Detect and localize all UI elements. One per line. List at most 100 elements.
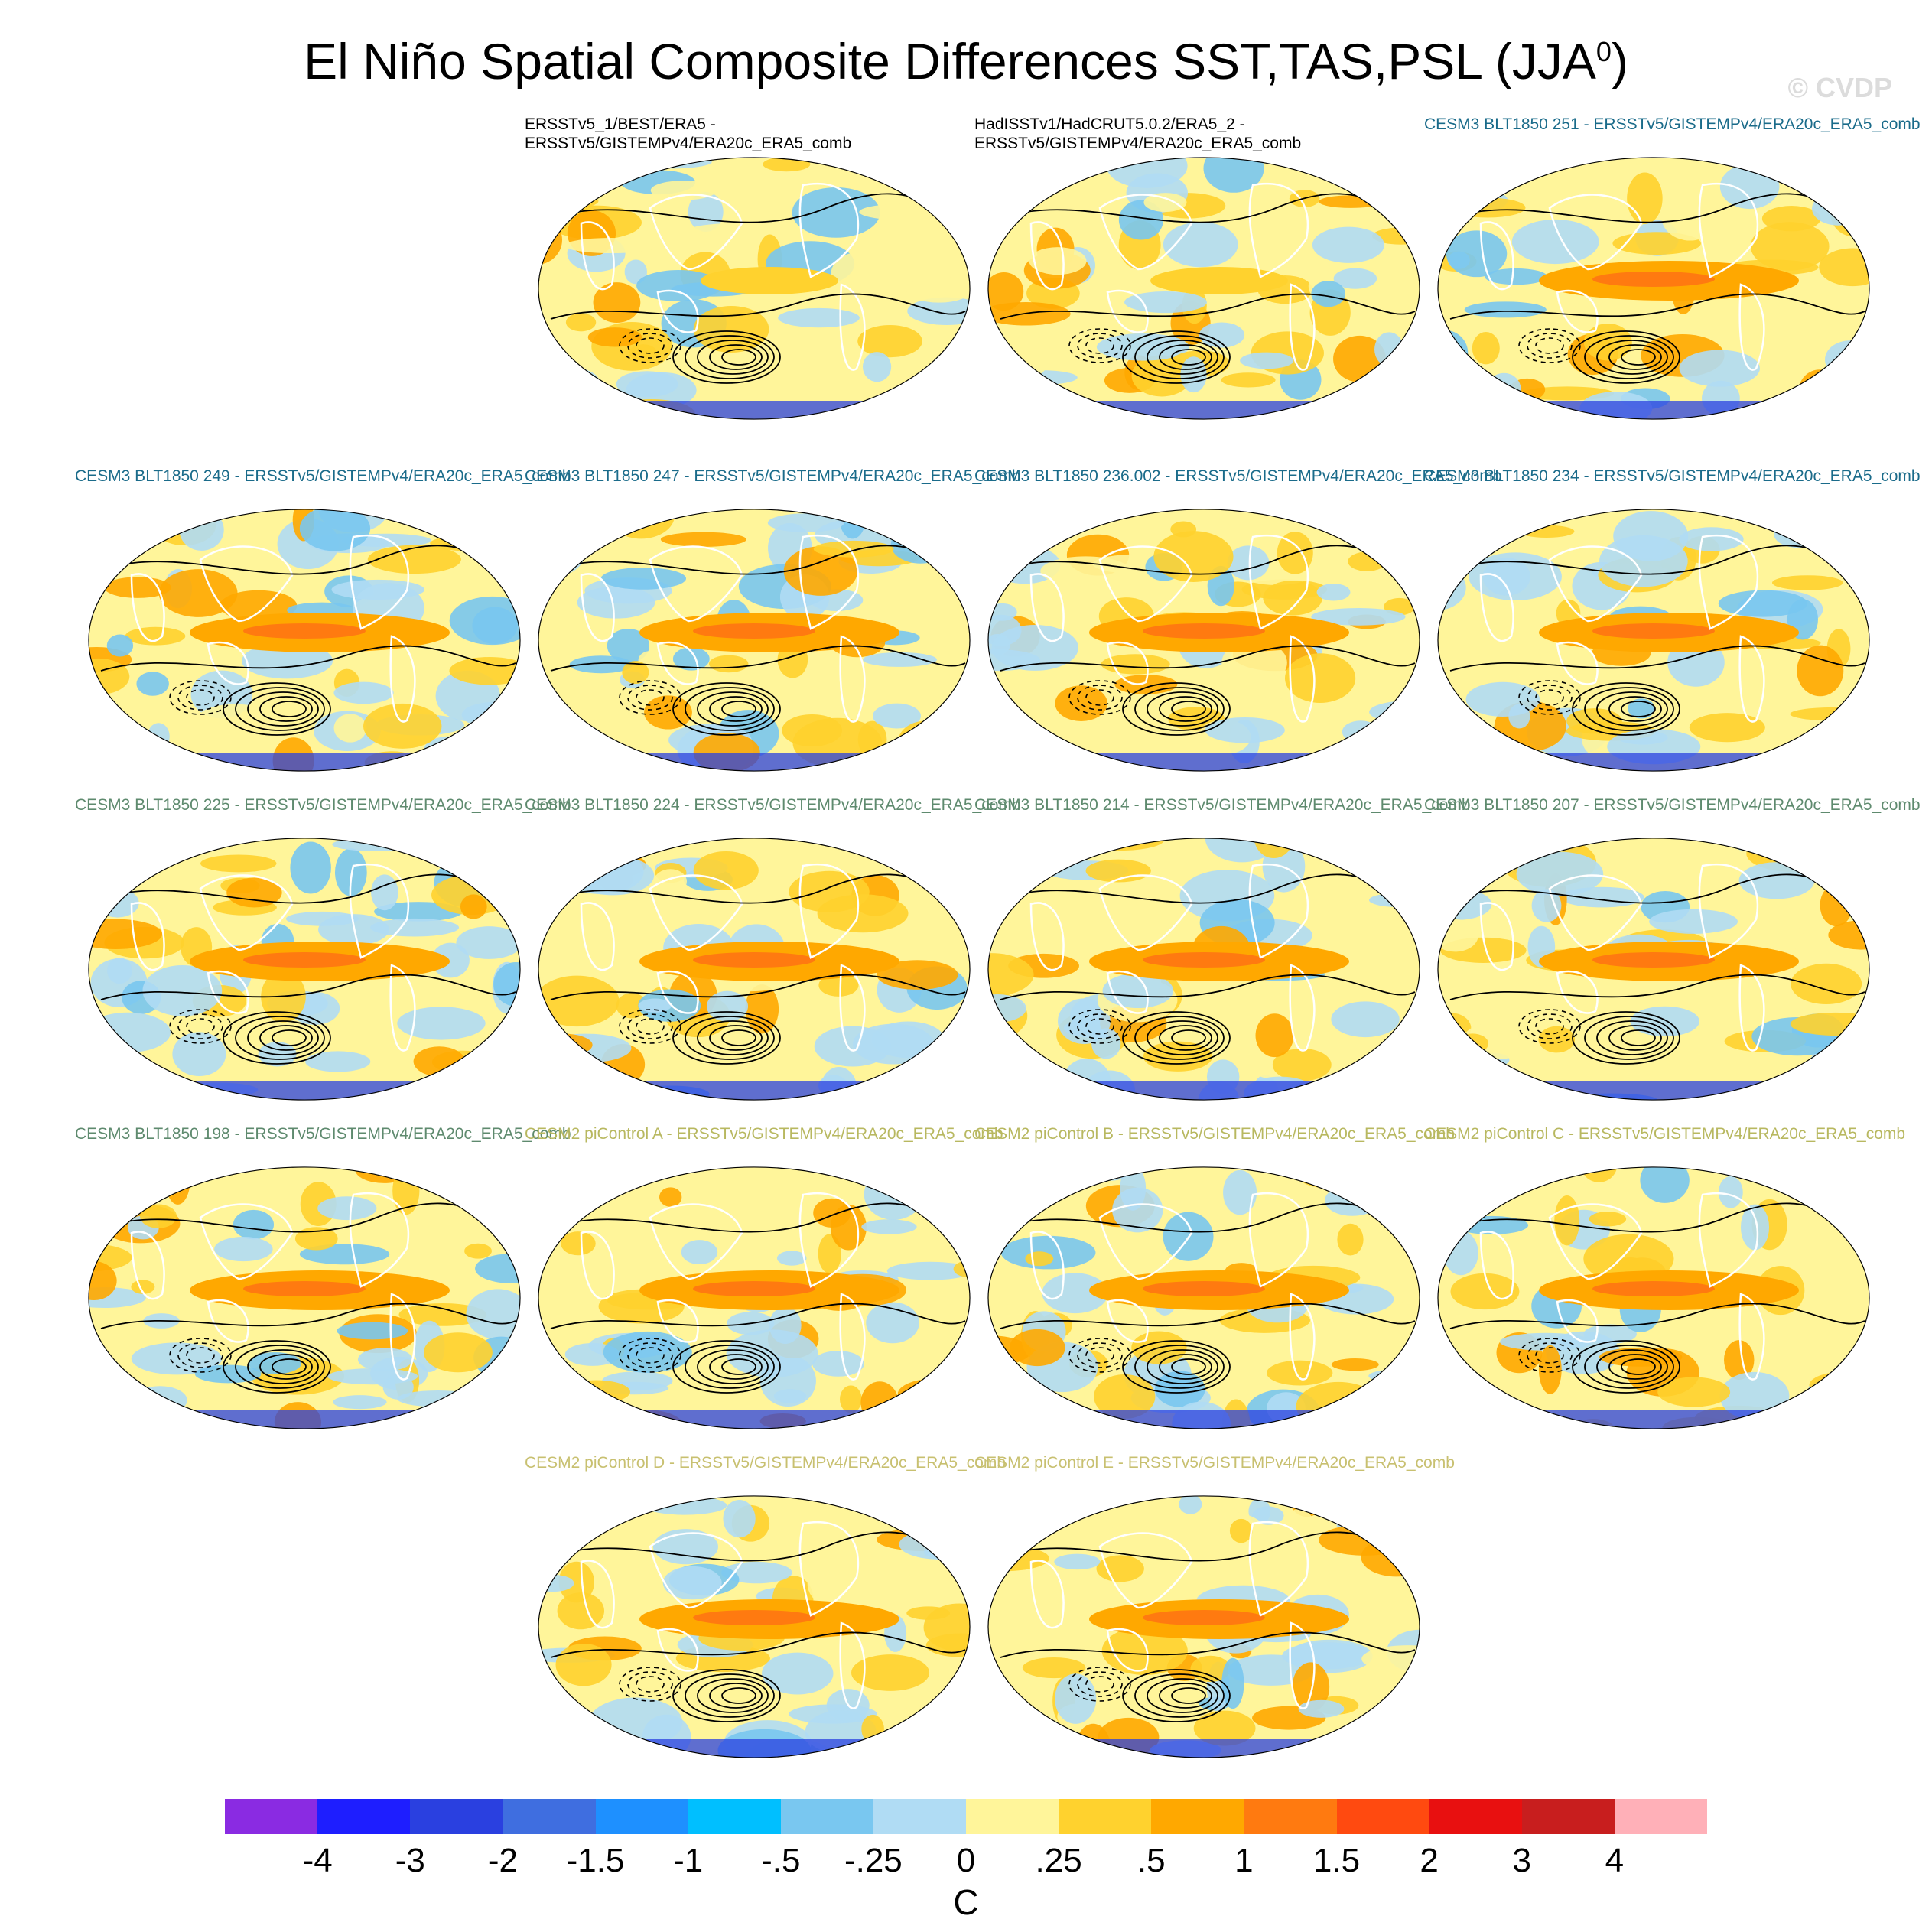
field-anomaly [1808,158,1833,174]
field-anomaly [897,720,951,766]
coastline [207,641,249,685]
field-anomaly [659,1187,682,1207]
map-outline [987,157,1420,420]
globe-map [538,838,971,1101]
field-anomaly [431,942,470,978]
field-anomaly [989,332,1024,372]
globe-map [538,157,971,420]
map-panel: CESM3 BLT1850 198 - ERSSTv5/GISTEMPv4/ER… [75,1124,571,1429]
psl-contour-positive [247,1020,319,1055]
field-anomaly [1438,509,1504,537]
field-anomaly [988,509,1043,526]
coastline [649,1203,743,1280]
field-anomaly [558,1561,594,1603]
field-anomaly [864,1169,924,1220]
field-anomaly [333,1395,387,1410]
coastline [349,534,410,630]
field-anomaly [294,1227,338,1251]
psl-contour-positive [672,1011,781,1065]
field-anomaly [1518,525,1575,538]
psl-contour-positive [1596,1020,1668,1055]
field-anomaly [89,1381,112,1402]
map-panel: CESM3 BLT1850 247 - ERSSTv5/GISTEMPv4/ER… [525,467,1021,772]
coastline [1738,635,1765,723]
globe-map [987,509,1420,772]
coastline [649,1532,743,1609]
psl-contour-negative [1518,328,1581,363]
colorbar-tick-label: 4 [1605,1842,1625,1879]
coastline [199,545,294,623]
globe-map [1437,157,1870,420]
globe-map [987,1495,1420,1758]
colorbar-tick-label: 2 [1420,1842,1439,1879]
field-anomaly [423,1332,493,1373]
panel-label: HadISSTv1/HadCRUT5.0.2/ERA5_2 - ERSSTv5/… [974,115,1302,152]
panel-label: CESM2 piControl B - ERSSTv5/GISTEMPv4/ER… [974,1125,1455,1143]
psl-contour-zero [1449,293,1865,320]
field-anomaly [1055,1673,1097,1724]
map-panel: CESM3 BLT1850 207 - ERSSTv5/GISTEMPv4/ER… [1424,795,1921,1101]
coastline [580,573,615,642]
field-anomaly [762,1652,834,1695]
map-panel: CESM3 BLT1850 225 - ERSSTv5/GISTEMPv4/ER… [75,795,571,1101]
coastline [1106,1628,1149,1672]
psl-contour-positive [1134,335,1225,379]
psl-contour-negative [1085,689,1114,706]
coastline [798,182,860,278]
field-anomaly [831,252,881,298]
coastline [1106,289,1149,333]
enso-core [243,1281,366,1296]
psl-contour-negative [1527,685,1573,711]
coastline [1098,1203,1193,1280]
coastline [580,1231,615,1300]
psl-contour-positive [721,1687,756,1704]
psl-contour-positive [1134,1673,1225,1718]
psl-contour-zero [100,974,516,1000]
psl-contour-positive [709,1683,763,1709]
psl-contour-negative [1527,1013,1573,1039]
field-anomaly [1837,756,1869,771]
enso-core [1592,623,1715,639]
coastline [656,641,699,685]
field-anomaly [1495,647,1555,677]
psl-contour-positive [1584,335,1674,379]
field-anomaly [1438,339,1462,381]
psl-contour-negative [1068,1338,1131,1373]
psl-contour-zero [100,1303,516,1329]
colorbar-box [1244,1799,1337,1834]
field-anomaly [1221,1657,1244,1709]
field-anomaly [857,324,922,358]
colorbar-tick-label: -2 [487,1842,518,1879]
field-anomaly [1487,372,1521,407]
field-anomaly [1022,1657,1086,1679]
panel-label: CESM3 BLT1850 251 - ERSSTv5/GISTEMPv4/ER… [1424,115,1921,133]
field-anomaly [745,984,779,1034]
coastline [1248,182,1309,278]
field-anomaly [89,1374,139,1389]
psl-contour-positive [235,1016,325,1060]
map-panel: CESM2 piControl E - ERSSTv5/GISTEMPv4/ER… [974,1453,1455,1758]
field-anomaly [1828,920,1869,950]
field-anomaly [214,1237,273,1262]
coastline [1248,863,1309,959]
map-outline [987,509,1420,772]
psl-contour-negative [619,1338,681,1373]
field-anomaly [581,1416,648,1429]
field-anomaly [538,366,567,412]
globe-map [1437,1166,1870,1429]
psl-contour-positive [1572,682,1680,736]
map-panel: ERSSTv5_1/BEST/ERA5 - ERSSTv5/GISTEMPv4/… [525,115,979,420]
psl-contour-positive [1621,1358,1656,1375]
psl-contour-positive [1171,349,1206,366]
colorbar-tick-label: 1.5 [1312,1842,1361,1879]
coastline [1029,573,1065,642]
psl-contour-negative [1518,1338,1581,1373]
field-anomaly [890,525,951,564]
coastline [130,1231,165,1300]
enso-core [1592,272,1715,287]
psl-contour-positive [1608,344,1662,370]
psl-contour-positive [1171,1687,1206,1704]
field-anomaly [1531,889,1562,922]
field-anomaly [988,858,1003,886]
field-anomaly [840,1385,862,1413]
